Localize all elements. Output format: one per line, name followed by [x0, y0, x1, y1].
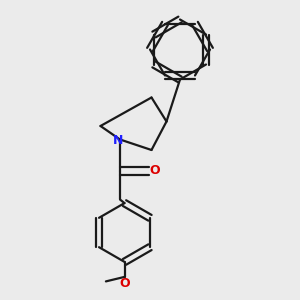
Text: N: N	[113, 134, 124, 148]
Text: O: O	[119, 277, 130, 290]
Text: O: O	[150, 164, 160, 178]
